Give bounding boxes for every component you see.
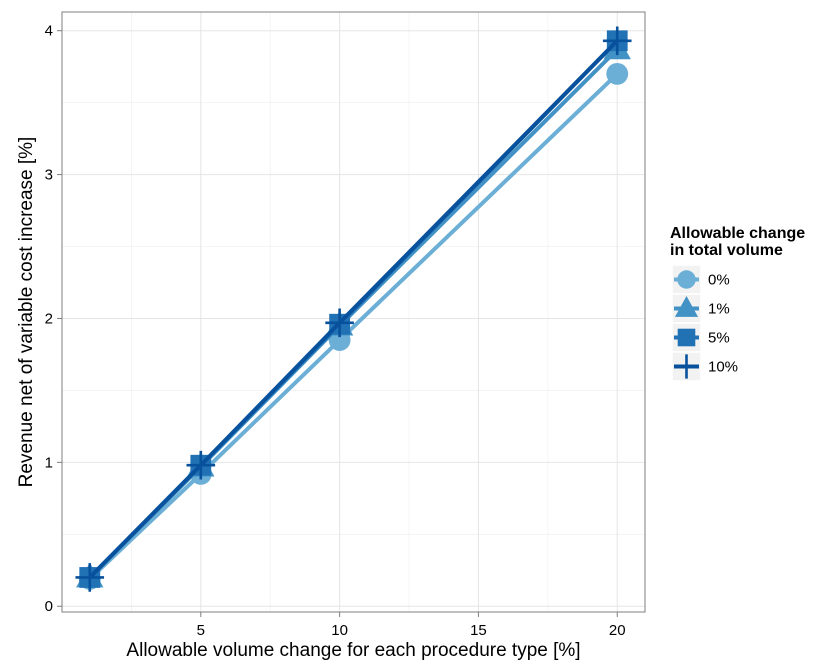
legend-label: 10% — [708, 359, 738, 376]
legend-item: 5% — [671, 322, 730, 353]
legend-label: 0% — [708, 272, 730, 289]
x-tick-label: 10 — [331, 622, 348, 639]
y-axis: 0 1 2 3 4 — [45, 23, 62, 615]
legend: Allowable change in total volume 0% 1% 5% 1… — [670, 225, 805, 382]
legend-items: 0% 1% 5% 10% — [671, 264, 738, 382]
data-point-plus — [602, 26, 632, 56]
x-axis-title: Allowable volume change for each procedu… — [126, 640, 580, 661]
plot-panel-border — [61, 11, 646, 613]
series-line — [87, 71, 620, 581]
series-4 — [75, 26, 632, 592]
y-axis-title: Revenue net of variable cost increase [%… — [16, 137, 37, 488]
y-tick-label: 4 — [45, 23, 53, 40]
x-axis: 5 10 15 20 — [197, 612, 626, 639]
y-tick-label: 1 — [45, 454, 53, 471]
legend-title-line-1: Allowable change — [670, 225, 805, 242]
y-tick-label: 2 — [45, 310, 53, 327]
series-1 — [78, 62, 629, 590]
data-point-circle — [606, 62, 629, 85]
y-tick-label: 3 — [45, 167, 53, 184]
legend-label: 1% — [708, 301, 730, 318]
legend-key-marker-square — [677, 328, 696, 347]
data-point-plus — [186, 450, 216, 480]
data-point-plus — [325, 308, 354, 338]
legend-item: 0% — [671, 264, 730, 295]
x-tick-label: 15 — [470, 622, 487, 639]
x-tick-label: 20 — [609, 622, 626, 639]
legend-key-marker-plus — [674, 354, 699, 379]
data-point-plus — [75, 563, 105, 592]
legend-key-marker-triangle — [674, 295, 699, 317]
legend-item: 1% — [671, 293, 730, 324]
legend-key-marker-circle — [677, 270, 696, 289]
legend-label: 5% — [708, 330, 730, 347]
y-tick-label: 0 — [45, 598, 53, 615]
x-tick-label: 5 — [197, 622, 205, 639]
series-layer — [75, 26, 632, 592]
legend-item: 10% — [671, 351, 738, 382]
series-line — [87, 38, 620, 580]
legend-title-line-2: in total volume — [670, 242, 783, 259]
major-grid — [62, 12, 645, 612]
